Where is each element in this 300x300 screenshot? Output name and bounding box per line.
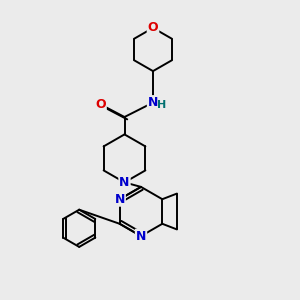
Text: H: H <box>158 100 166 110</box>
Text: N: N <box>119 176 130 189</box>
Text: O: O <box>148 21 158 34</box>
Text: O: O <box>95 98 106 111</box>
Text: N: N <box>148 96 158 109</box>
Text: N: N <box>136 230 146 243</box>
Text: N: N <box>115 193 125 206</box>
